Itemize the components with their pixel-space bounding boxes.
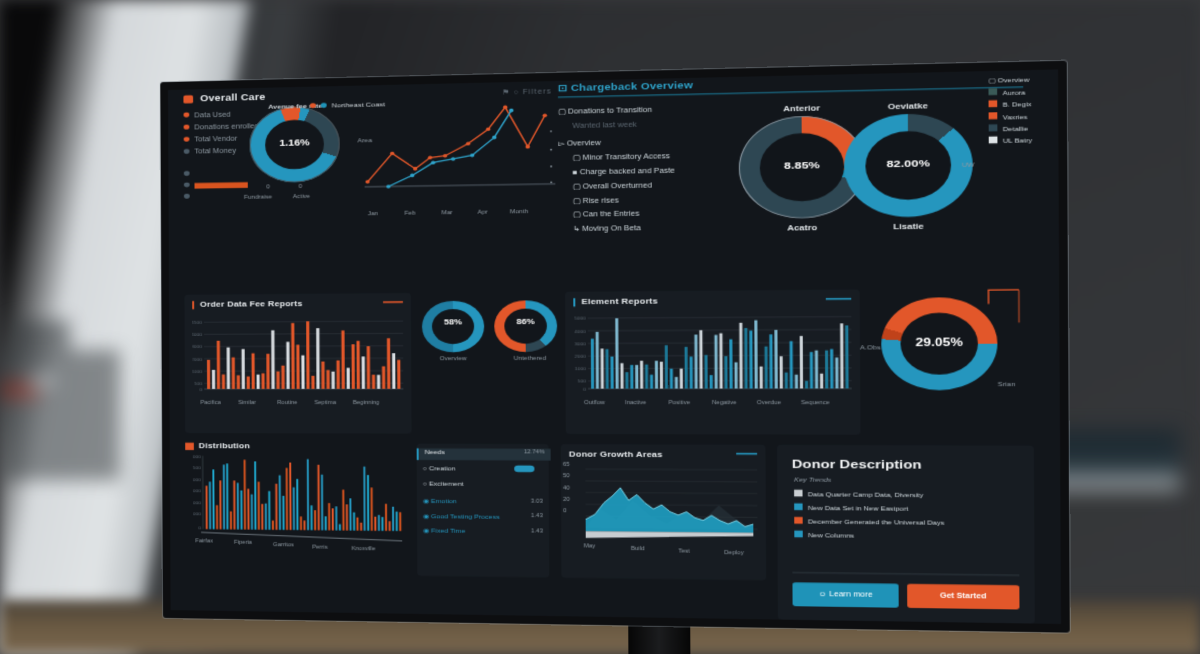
svg-text:4000: 4000 (193, 477, 201, 482)
svg-text:500: 500 (194, 381, 203, 385)
svg-text:500: 500 (577, 379, 586, 384)
svg-text:2000: 2000 (574, 354, 586, 359)
svg-text:4000: 4000 (574, 329, 586, 334)
svg-text:2000: 2000 (193, 500, 202, 505)
svg-text:1000: 1000 (575, 367, 587, 372)
svg-text:0: 0 (583, 387, 586, 392)
svg-text:0: 0 (198, 525, 201, 530)
svg-text:4500: 4500 (192, 320, 202, 325)
svg-text:4500: 4500 (193, 466, 201, 471)
svg-text:3000: 3000 (192, 345, 202, 350)
svg-text:1000: 1000 (193, 512, 202, 517)
svg-text:4000: 4000 (192, 332, 202, 337)
svg-text:5000: 5000 (193, 455, 201, 460)
svg-text:5000: 5000 (574, 316, 586, 321)
svg-text:3000: 3000 (193, 489, 201, 494)
svg-text:2000: 2000 (192, 357, 202, 362)
svg-text:1000: 1000 (192, 369, 202, 374)
svg-text:0: 0 (200, 387, 203, 391)
svg-text:3000: 3000 (574, 341, 586, 346)
